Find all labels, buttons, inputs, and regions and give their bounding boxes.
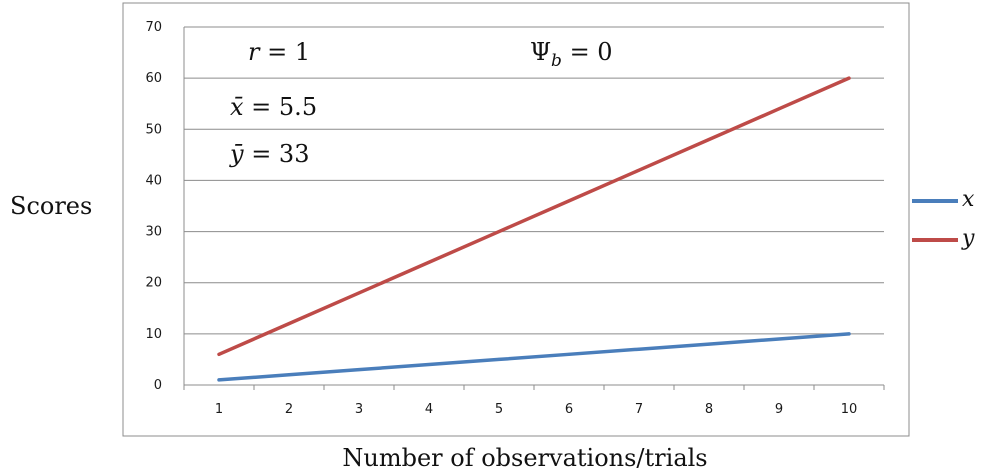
- y-tick-label: 10: [145, 327, 162, 342]
- y-tick-labels: 0 10 20 30 40 50 60 70: [145, 20, 162, 393]
- data-point-y: [707, 138, 711, 142]
- data-point-y: [777, 107, 781, 111]
- y-tick-label: 50: [145, 122, 162, 137]
- data-point-y: [567, 199, 571, 203]
- annotation-psi-var: Ψ: [530, 38, 551, 66]
- y-tick-label: 70: [145, 20, 162, 35]
- gridlines: [184, 26, 884, 335]
- data-point-x: [777, 337, 781, 341]
- annotation-xbar-var: x̄: [230, 93, 244, 121]
- y-tick-label: 60: [145, 71, 162, 86]
- data-point-x: [847, 332, 851, 336]
- annotation-xbar-value: = 5.5: [244, 93, 318, 121]
- annotation-ybar-value: = 33: [244, 140, 310, 168]
- x-tick-label: 2: [285, 402, 293, 417]
- y-tick-label: 30: [145, 225, 162, 240]
- y-tick-label: 40: [145, 173, 162, 188]
- x-tick-label: 8: [705, 402, 713, 417]
- x-tick-label: 6: [565, 402, 573, 417]
- x-tick-label: 4: [425, 402, 433, 417]
- data-point-y: [357, 291, 361, 295]
- x-tick-label: 10: [841, 402, 858, 417]
- x-tick-label: 3: [355, 402, 363, 417]
- data-point-y: [287, 322, 291, 326]
- legend: x y: [912, 187, 975, 251]
- x-tick-labels: 1 2 3 4 5 6 7 8 9 10: [215, 402, 857, 417]
- annotation-r-var: r: [248, 38, 261, 66]
- annotation-psi-value: = 0: [562, 38, 613, 66]
- series-lines: [217, 76, 851, 382]
- annotation-ybar: ȳ = 33: [229, 140, 309, 168]
- data-point-x: [357, 368, 361, 372]
- data-point-x: [637, 347, 641, 351]
- annotation-psi: Ψb = 0: [530, 38, 613, 71]
- series-line-y: [217, 76, 851, 357]
- data-point-x: [287, 373, 291, 377]
- axes: [183, 27, 885, 390]
- y-tick-label: 20: [145, 276, 162, 291]
- data-point-y: [847, 76, 851, 80]
- x-tick-label: 1: [215, 402, 223, 417]
- annotations: r = 1 Ψb = 0 x̄ = 5.5 ȳ = 33: [229, 38, 613, 168]
- series-line-x: [217, 332, 851, 382]
- data-point-x: [567, 352, 571, 356]
- chart-frame: [122, 2, 910, 437]
- data-point-y: [427, 260, 431, 264]
- data-point-y: [497, 230, 501, 234]
- annotation-r-value: = 1: [259, 38, 310, 66]
- data-point-x: [217, 378, 221, 382]
- data-point-x: [427, 363, 431, 367]
- data-point-x: [707, 342, 711, 346]
- data-point-x: [497, 357, 501, 361]
- legend-label-y: y: [961, 226, 975, 251]
- y-tick-label: 0: [154, 378, 162, 393]
- annotation-psi-sub: b: [551, 51, 562, 71]
- x-tick-label: 7: [635, 402, 643, 417]
- x-tick-label: 9: [775, 402, 783, 417]
- x-axis-label: Number of observations/trials: [342, 444, 707, 472]
- legend-label-x: x: [962, 187, 975, 212]
- annotation-r: r = 1: [248, 38, 310, 66]
- annotation-ybar-var: ȳ: [229, 140, 244, 168]
- y-axis-label: Scores: [10, 192, 92, 220]
- data-point-y: [217, 352, 221, 356]
- x-tick-label: 5: [495, 402, 503, 417]
- data-point-y: [637, 168, 641, 172]
- annotation-xbar: x̄ = 5.5: [230, 93, 317, 121]
